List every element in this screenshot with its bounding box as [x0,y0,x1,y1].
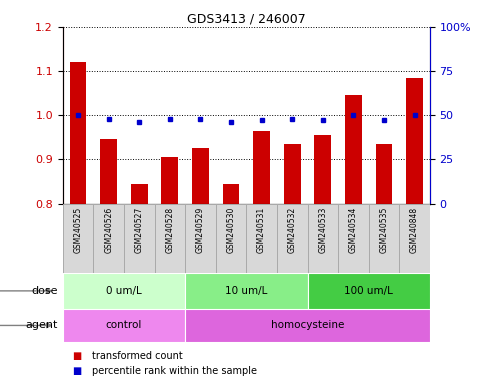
Bar [216,204,246,273]
Text: GSM240530: GSM240530 [227,207,236,253]
Bar [63,273,185,309]
Text: 10 um/L: 10 um/L [225,286,268,296]
Bar [399,204,430,273]
Text: GSM240533: GSM240533 [318,207,327,253]
Bar [131,184,148,204]
Bar [93,204,124,273]
Bar [338,204,369,273]
Text: GSM240528: GSM240528 [165,207,174,253]
Bar [185,309,430,342]
Bar [246,204,277,273]
Text: homocysteine: homocysteine [271,320,344,331]
Text: ■: ■ [72,351,82,361]
Text: GSM240534: GSM240534 [349,207,358,253]
Bar [308,204,338,273]
Bar [406,78,423,204]
Text: ■: ■ [72,366,82,376]
Text: GSM240848: GSM240848 [410,207,419,253]
Bar [376,144,392,204]
Title: GDS3413 / 246007: GDS3413 / 246007 [187,13,306,26]
Bar [124,204,155,273]
Bar [345,95,362,204]
Text: transformed count: transformed count [92,351,183,361]
Text: control: control [106,320,142,331]
Bar [192,148,209,204]
Bar [161,157,178,204]
Bar [308,273,430,309]
Text: GSM240526: GSM240526 [104,207,113,253]
Text: GSM240535: GSM240535 [380,207,388,253]
Text: 0 um/L: 0 um/L [106,286,142,296]
Bar [277,204,308,273]
Text: agent: agent [26,320,58,331]
Bar [253,131,270,204]
Bar [185,273,308,309]
Bar [185,204,216,273]
Bar [223,184,240,204]
Text: GSM240525: GSM240525 [73,207,83,253]
Text: percentile rank within the sample: percentile rank within the sample [92,366,257,376]
Text: GSM240532: GSM240532 [288,207,297,253]
Bar [369,204,399,273]
Text: GSM240527: GSM240527 [135,207,144,253]
Bar [63,309,185,342]
Bar [155,204,185,273]
Text: GSM240529: GSM240529 [196,207,205,253]
Bar [100,139,117,204]
Bar [63,204,93,273]
Text: GSM240531: GSM240531 [257,207,266,253]
Bar [70,62,86,204]
Text: 100 um/L: 100 um/L [344,286,393,296]
Text: dose: dose [31,286,58,296]
Bar [314,135,331,204]
Bar [284,144,300,204]
